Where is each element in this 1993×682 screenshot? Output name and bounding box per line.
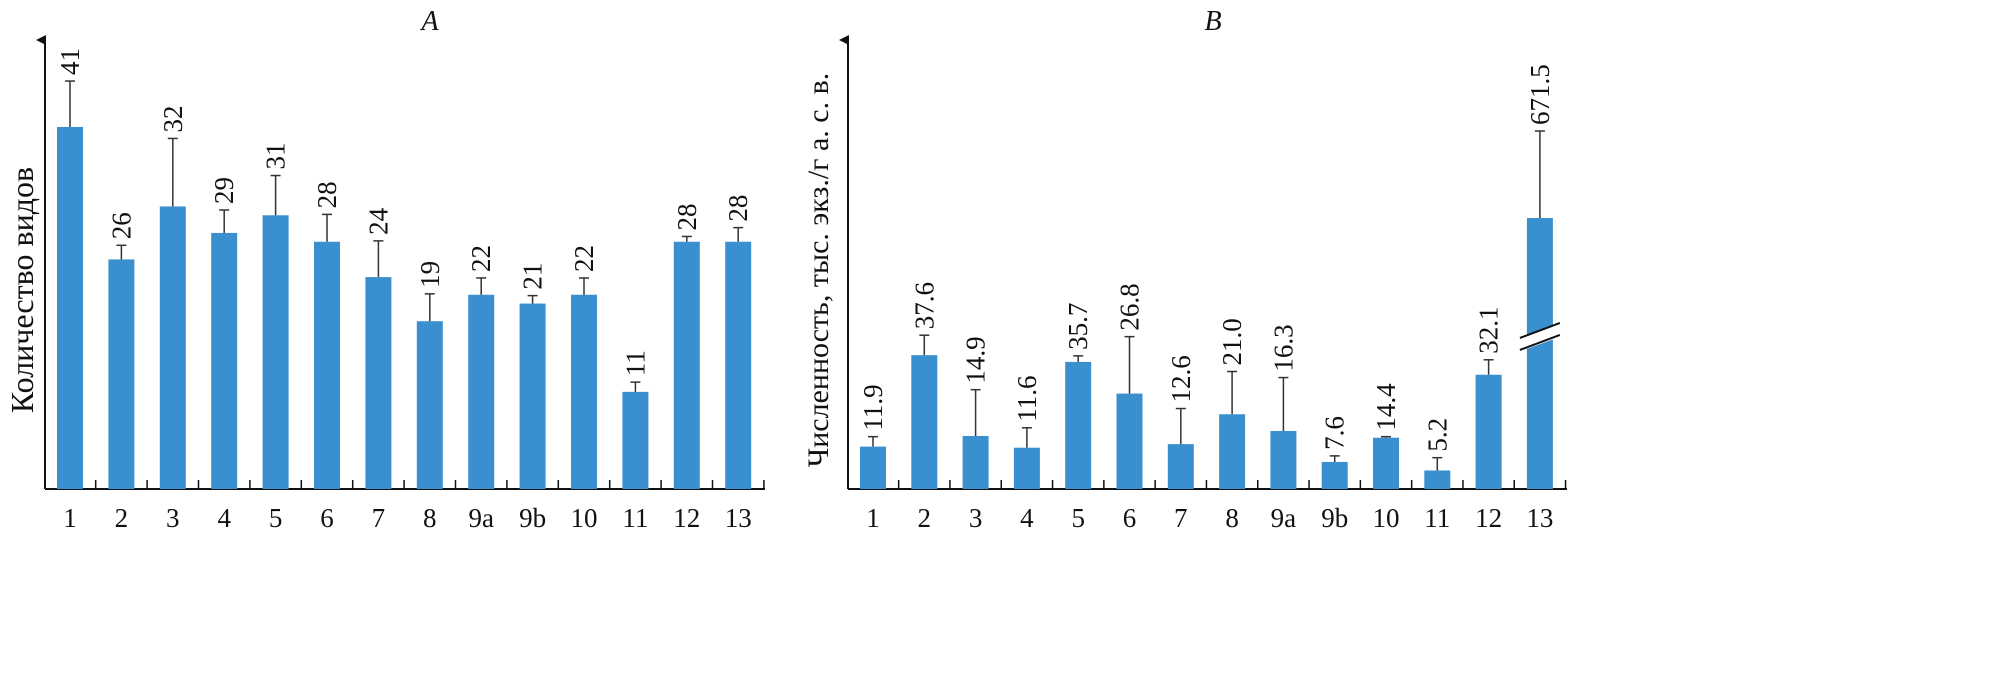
panel-a: A Количество видов 41 1 26 2 32 3 29 4 31 5 28 6 24 7…: [4, 6, 765, 533]
panel-a-x-tick-label: 11: [622, 503, 648, 533]
panel-b-value-label: 7.6: [1320, 416, 1350, 450]
panel-b-value-label: 671.5: [1525, 64, 1555, 125]
panel-a-x-tick-label: 13: [725, 503, 752, 533]
panel-a-bar-11: [622, 391, 649, 489]
panel-a-x-tick-label: 6: [320, 503, 334, 533]
panel-a-value-label: 24: [363, 207, 393, 235]
panel-b: B Численность, тыс. экз./г а. с. в. 11.9…: [802, 6, 1567, 533]
panel-b-value-label: 14.4: [1371, 383, 1401, 431]
panel-b-value-label: 5.2: [1422, 418, 1452, 452]
panel-b-x-tick-label: 10: [1373, 503, 1400, 533]
panel-a-bar-5: [262, 215, 289, 489]
panel-a-x-tick-label: 1: [63, 503, 77, 533]
panel-b-value-label: 26.8: [1115, 283, 1145, 330]
panel-b-axis-break-mark: [1519, 334, 1561, 351]
panel-a-y-axis-label: Количество видов: [4, 167, 40, 413]
panel-a-title: A: [419, 6, 439, 37]
panel-a-value-label: 31: [261, 143, 291, 170]
panel-a-value-label: 22: [466, 245, 496, 272]
panel-a-x-tick-label: 10: [571, 503, 598, 533]
panel-b-bar-6: [1116, 393, 1143, 489]
panel-a-bar-12: [673, 241, 700, 489]
panel-b-bar-9a: [1270, 430, 1297, 489]
panel-a-x-tick-label: 2: [115, 503, 129, 533]
panel-a-value-label: 21: [518, 263, 548, 290]
panel-a-bar-2: [108, 259, 135, 489]
panel-b-value-label: 14.9: [961, 336, 991, 383]
panel-b-value-label: 21.0: [1217, 318, 1247, 365]
panel-b-bar-8: [1219, 414, 1246, 489]
panel-a-x-tick-label: 8: [423, 503, 437, 533]
panel-a-x-tick-label: 3: [166, 503, 180, 533]
panel-b-bar-12: [1475, 374, 1502, 489]
panel-b-x-tick-label: 7: [1174, 503, 1188, 533]
panel-a-bar-8: [416, 321, 443, 489]
panel-b-x-tick-label: 8: [1225, 503, 1239, 533]
panel-a-value-label: 28: [672, 203, 702, 230]
panel-a-x-tick-label: 12: [673, 503, 700, 533]
panel-a-bar-7: [365, 277, 392, 489]
panel-a-bar-4: [211, 232, 238, 489]
panel-a-bar-3: [159, 206, 186, 489]
panel-b-y-axis-label: Численность, тыс. экз./г а. с. в.: [802, 73, 835, 468]
panel-a-x-tick-label: 5: [269, 503, 283, 533]
panel-b-bar-5: [1065, 361, 1092, 489]
panel-b-x-tick-label: 5: [1071, 503, 1085, 533]
panel-b-value-label: 12.6: [1166, 355, 1196, 402]
panel-b-value-label: 16.3: [1268, 324, 1298, 371]
panel-b-bar-3: [962, 435, 989, 489]
panel-b-bar-7: [1167, 444, 1194, 489]
panel-b-x-tick-label: 13: [1526, 503, 1553, 533]
panel-b-bar-11: [1424, 470, 1451, 489]
panel-b-x-tick-label: 3: [969, 503, 983, 533]
panel-b-value-label: 11.6: [1012, 376, 1042, 422]
panel-b-x-tick-label: 4: [1020, 503, 1034, 533]
panel-a-bar-6: [314, 241, 340, 489]
panel-a-bar-13: [725, 241, 752, 489]
panel-a-value-label: 29: [209, 177, 239, 204]
panel-b-x-tick-label: 2: [918, 503, 932, 533]
panel-a-x-tick-label: 9b: [519, 503, 546, 533]
panel-a-value-label: 28: [723, 195, 753, 222]
panel-a-x-tick-label: 7: [372, 503, 386, 533]
panel-b-axis-break-gap: [1517, 325, 1562, 351]
panel-b-x-tick-label: 12: [1475, 503, 1502, 533]
panel-a-value-label: 32: [158, 105, 188, 132]
panel-b-x-tick-label: 11: [1424, 503, 1450, 533]
panel-a-value-label: 26: [106, 212, 136, 239]
panel-a-x-tick-label: 9a: [468, 503, 494, 533]
panel-a-value-label: 28: [312, 181, 342, 208]
panel-b-axis-break-mark: [1519, 322, 1561, 339]
panel-b-bar-2: [911, 355, 938, 489]
panel-a-bar-9a: [468, 294, 495, 489]
panel-b-x-tick-label: 9b: [1321, 503, 1348, 533]
panel-b-bar-4: [1013, 447, 1040, 489]
panel-b-bar-10: [1373, 437, 1399, 489]
panel-b-value-label: 32.1: [1474, 307, 1504, 354]
panel-a-value-label: 41: [55, 48, 85, 75]
panel-a-bar-10: [571, 294, 597, 489]
panel-b-value-label: 11.9: [858, 384, 888, 430]
panel-b-bar-13: [1526, 218, 1553, 489]
panel-a-value-label: 19: [415, 261, 445, 288]
panel-b-bar-1: [860, 446, 886, 489]
panel-a-bar-1: [57, 126, 83, 489]
panel-b-value-label: 35.7: [1063, 303, 1093, 350]
panel-b-x-tick-label: 9a: [1271, 503, 1297, 533]
panel-b-x-tick-label: 6: [1123, 503, 1137, 533]
panel-a-x-tick-label: 4: [217, 503, 231, 533]
panel-b-value-label: 37.6: [909, 282, 939, 329]
panel-b-x-tick-label: 1: [866, 503, 880, 533]
panel-a-value-label: 22: [569, 245, 599, 272]
panel-b-bar-9b: [1321, 461, 1348, 489]
panel-b-title: B: [1204, 6, 1221, 37]
panel-a-value-label: 11: [620, 350, 650, 376]
panel-a-bar-9b: [519, 303, 546, 489]
